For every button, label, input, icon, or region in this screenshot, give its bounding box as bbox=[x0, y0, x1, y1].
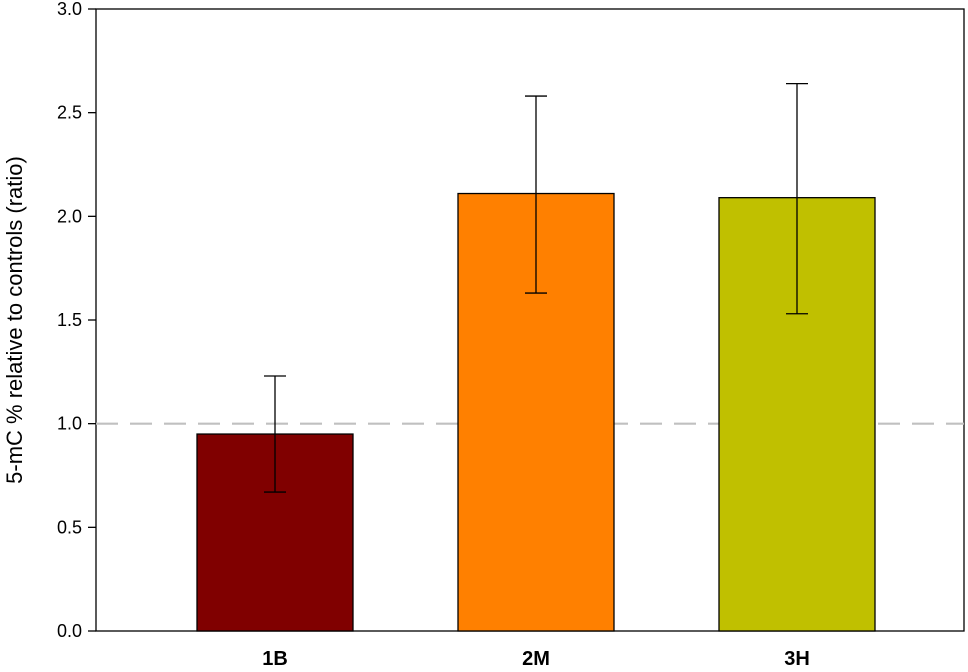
x-tick-label: 3H bbox=[784, 648, 810, 670]
error-bars-layer bbox=[264, 82, 808, 493]
y-tick-label: 1.5 bbox=[57, 310, 82, 330]
y-tick-label: 3.0 bbox=[57, 0, 82, 19]
x-axis: 1B 2M 3H bbox=[262, 648, 810, 670]
y-tick-label: 2.5 bbox=[57, 103, 82, 123]
y-tick-label: 0.5 bbox=[57, 517, 82, 537]
x-tick-label: 2M bbox=[522, 648, 550, 670]
x-tick-label: 1B bbox=[262, 648, 288, 670]
y-axis: 0.0 0.5 1.0 1.5 2.0 2.5 3.0 bbox=[57, 0, 96, 641]
y-axis-title: 5-mC % relative to controls (ratio) bbox=[2, 156, 27, 484]
y-tick-label: 0.0 bbox=[57, 621, 82, 641]
y-tick-label: 2.0 bbox=[57, 206, 82, 226]
y-tick-label: 1.0 bbox=[57, 414, 82, 434]
bar-2M bbox=[457, 192, 615, 632]
